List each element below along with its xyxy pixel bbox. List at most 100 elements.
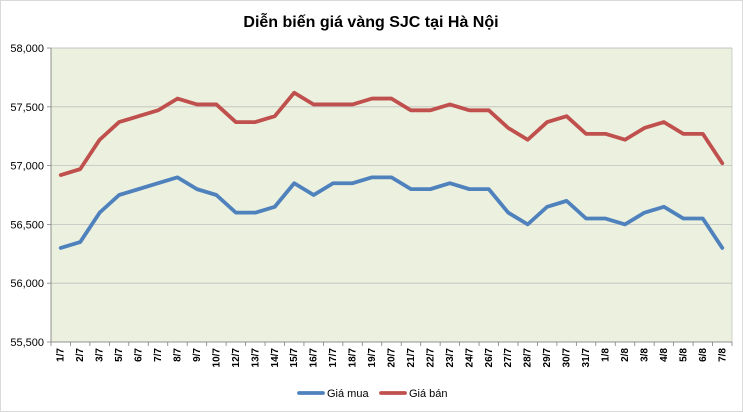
data-point bbox=[662, 120, 665, 123]
data-point bbox=[468, 188, 471, 191]
data-point bbox=[156, 182, 159, 185]
x-tick-label: 1/7 bbox=[56, 348, 67, 362]
x-tick-label: 2/8 bbox=[620, 348, 631, 362]
data-point bbox=[526, 223, 529, 226]
data-point bbox=[565, 199, 568, 202]
x-axis: 1/7 2/7 3/7 5/7 6/7 7/7 8/7 9/7 10/7 12/7 13/7 14/7… bbox=[50, 341, 733, 368]
data-point bbox=[448, 182, 451, 185]
data-point bbox=[526, 138, 529, 141]
data-point bbox=[137, 188, 140, 191]
data-point bbox=[195, 188, 198, 191]
x-tick-label: 18/7 bbox=[348, 348, 359, 368]
data-point bbox=[234, 120, 237, 123]
data-point bbox=[293, 182, 296, 185]
x-tick-label: 16/7 bbox=[309, 348, 320, 368]
chart-title: Diễn biến giá vàng SJC tại Hà Nội bbox=[243, 12, 498, 31]
y-tick-label: 57,500 bbox=[10, 102, 44, 114]
data-point bbox=[98, 138, 101, 141]
data-point bbox=[643, 126, 646, 129]
data-point bbox=[312, 103, 315, 106]
data-point bbox=[623, 223, 626, 226]
series-line-0 bbox=[58, 175, 725, 250]
x-tick-label: 9/7 bbox=[192, 348, 203, 362]
data-point bbox=[118, 193, 121, 196]
data-point bbox=[351, 182, 354, 185]
x-tick-label: 26/7 bbox=[484, 348, 495, 368]
x-tick-label: 24/7 bbox=[464, 348, 475, 368]
y-tick-label: 55,500 bbox=[10, 337, 44, 349]
y-tick-label: 57,000 bbox=[10, 161, 44, 173]
data-point bbox=[370, 97, 373, 100]
data-point bbox=[293, 91, 296, 94]
data-point bbox=[254, 211, 257, 214]
data-point bbox=[215, 103, 218, 106]
data-point bbox=[59, 246, 62, 249]
data-point bbox=[682, 217, 685, 220]
y-axis: 55,500 56,000 56,500 57,000 57,500 58,000 bbox=[10, 43, 52, 349]
data-point bbox=[79, 240, 82, 243]
plot-area bbox=[50, 47, 733, 343]
x-tick-label: 3/7 bbox=[95, 348, 106, 362]
data-point bbox=[604, 217, 607, 220]
data-point bbox=[254, 120, 257, 123]
data-point bbox=[312, 193, 315, 196]
legend-label-1: Giá bán bbox=[409, 388, 448, 400]
data-point bbox=[176, 176, 179, 179]
data-point bbox=[332, 182, 335, 185]
series-lines bbox=[58, 90, 725, 250]
data-point bbox=[195, 103, 198, 106]
data-point bbox=[409, 109, 412, 112]
x-tick-label: 23/7 bbox=[445, 348, 456, 368]
x-tick-label: 12/7 bbox=[231, 348, 242, 368]
y-tick-label: 58,000 bbox=[10, 43, 44, 55]
x-tick-label: 15/7 bbox=[289, 348, 300, 368]
data-point bbox=[487, 109, 490, 112]
data-point bbox=[118, 120, 121, 123]
data-point bbox=[584, 217, 587, 220]
x-tick-label: 7/8 bbox=[717, 348, 728, 362]
x-tick-label: 7/7 bbox=[153, 348, 164, 362]
data-point bbox=[370, 176, 373, 179]
data-point bbox=[604, 132, 607, 135]
data-point bbox=[390, 176, 393, 179]
x-tick-label: 19/7 bbox=[367, 348, 378, 368]
data-point bbox=[390, 97, 393, 100]
data-point bbox=[448, 103, 451, 106]
data-point bbox=[409, 188, 412, 191]
x-tick-label: 29/7 bbox=[542, 348, 553, 368]
x-tick-label: 6/8 bbox=[698, 348, 709, 362]
x-tick-label: 13/7 bbox=[250, 348, 261, 368]
data-point bbox=[546, 120, 549, 123]
x-tick-label: 30/7 bbox=[562, 348, 573, 368]
x-tick-label: 5/8 bbox=[678, 348, 689, 362]
x-tick-label: 2/7 bbox=[75, 348, 86, 362]
data-point bbox=[701, 132, 704, 135]
data-point bbox=[429, 188, 432, 191]
data-point bbox=[643, 211, 646, 214]
x-tick-label: 31/7 bbox=[581, 348, 592, 368]
data-point bbox=[351, 103, 354, 106]
data-point bbox=[701, 217, 704, 220]
x-tick-label: 5/7 bbox=[114, 348, 125, 362]
data-point bbox=[273, 115, 276, 118]
legend-label-0: Giá mua bbox=[327, 388, 369, 400]
x-tick-label: 22/7 bbox=[425, 348, 436, 368]
data-point bbox=[137, 115, 140, 118]
data-point bbox=[215, 193, 218, 196]
data-point bbox=[721, 246, 724, 249]
x-tick-label: 6/7 bbox=[134, 348, 145, 362]
data-point bbox=[507, 126, 510, 129]
x-tick-label: 8/7 bbox=[172, 348, 183, 362]
data-point bbox=[507, 211, 510, 214]
data-point bbox=[176, 97, 179, 100]
x-tick-label: 20/7 bbox=[387, 348, 398, 368]
data-point bbox=[546, 205, 549, 208]
data-point bbox=[721, 162, 724, 165]
data-point bbox=[59, 173, 62, 176]
x-tick-label: 21/7 bbox=[406, 348, 417, 368]
y-tick-label: 56,500 bbox=[10, 219, 44, 231]
series-line-1 bbox=[58, 90, 725, 177]
x-tick-label: 10/7 bbox=[211, 348, 222, 368]
data-point bbox=[468, 109, 471, 112]
